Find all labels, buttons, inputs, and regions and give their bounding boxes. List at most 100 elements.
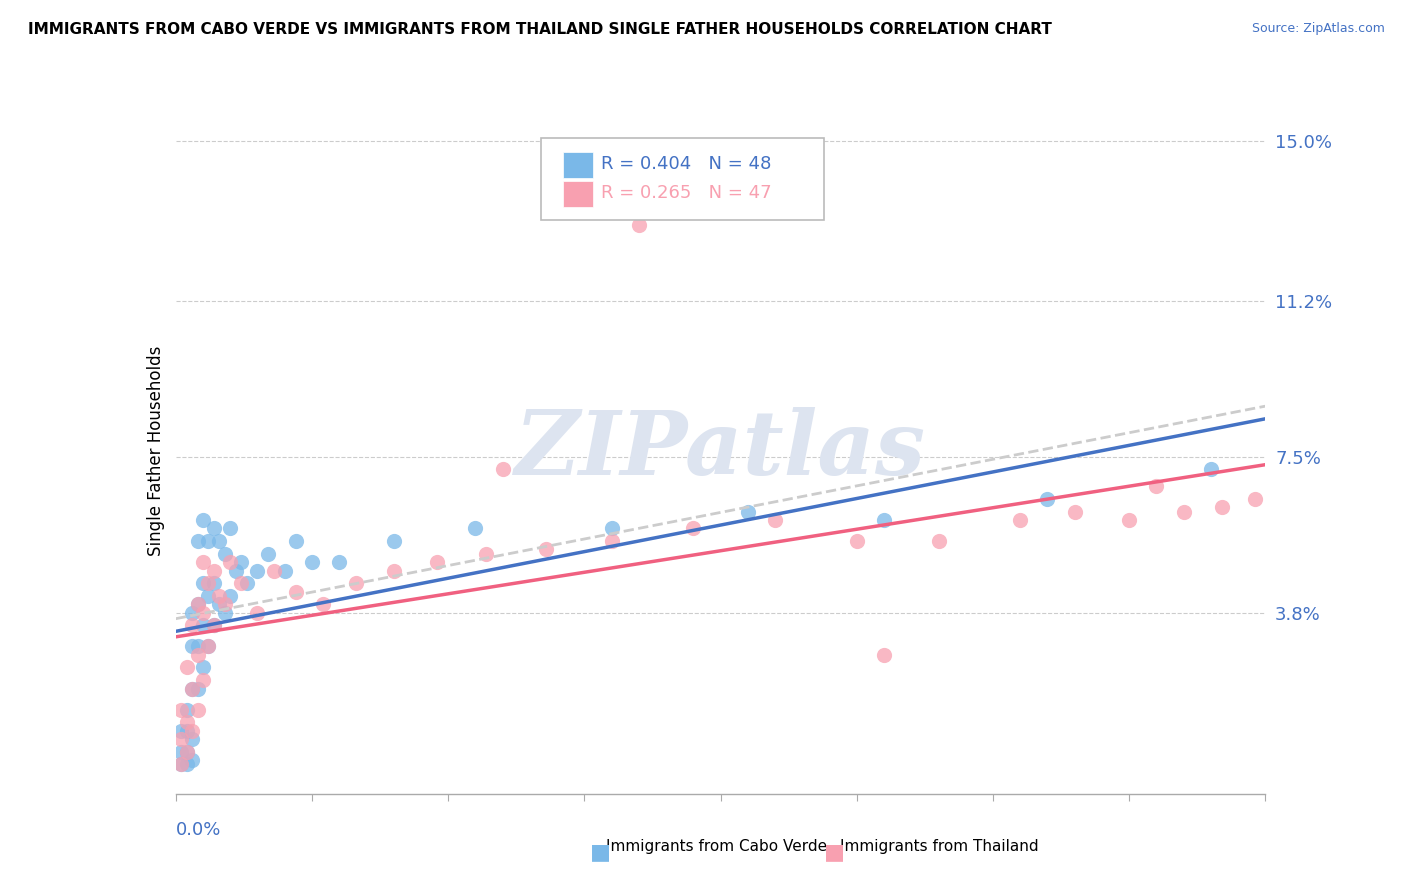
- Text: ZIPatlas: ZIPatlas: [515, 408, 927, 493]
- Point: [214, 597, 236, 611]
- Point: [186, 597, 209, 611]
- Point: [1036, 491, 1059, 506]
- Point: [170, 757, 193, 772]
- Point: [312, 597, 335, 611]
- Point: [202, 564, 225, 578]
- Text: Source: ZipAtlas.com: Source: ZipAtlas.com: [1251, 22, 1385, 36]
- Point: [186, 534, 209, 549]
- Point: [191, 555, 214, 569]
- Point: [208, 534, 231, 549]
- Point: [873, 648, 896, 662]
- Point: [231, 555, 253, 569]
- Point: [1144, 479, 1167, 493]
- Point: [1118, 513, 1140, 527]
- Point: [225, 564, 247, 578]
- Point: [492, 462, 515, 476]
- Point: [197, 640, 219, 654]
- Point: [170, 757, 193, 772]
- Point: [328, 555, 350, 569]
- Text: ■: ■: [591, 842, 610, 862]
- Point: [176, 745, 198, 759]
- Point: [176, 745, 198, 759]
- Point: [246, 564, 269, 578]
- Point: [186, 597, 209, 611]
- FancyBboxPatch shape: [541, 138, 824, 220]
- Point: [181, 753, 204, 767]
- Point: [176, 715, 198, 730]
- Point: [181, 681, 204, 696]
- Point: [219, 589, 242, 603]
- Point: [208, 589, 231, 603]
- Point: [1010, 513, 1032, 527]
- FancyBboxPatch shape: [562, 180, 593, 207]
- Point: [219, 521, 242, 535]
- Point: [274, 564, 297, 578]
- Point: [1199, 462, 1222, 476]
- Point: [170, 703, 193, 717]
- Point: [845, 534, 868, 549]
- Point: [1211, 500, 1233, 515]
- Text: R = 0.265   N = 47: R = 0.265 N = 47: [600, 184, 772, 202]
- Point: [202, 618, 225, 632]
- Point: [284, 584, 307, 599]
- Point: [534, 542, 557, 557]
- Point: [181, 723, 204, 738]
- Point: [600, 534, 623, 549]
- Point: [600, 521, 623, 535]
- Point: [186, 640, 209, 654]
- Point: [475, 547, 498, 561]
- Point: [928, 534, 950, 549]
- Point: [214, 606, 236, 620]
- Point: [186, 703, 209, 717]
- Point: [219, 555, 242, 569]
- Point: [1063, 504, 1085, 518]
- Point: [176, 757, 198, 772]
- Text: 0.0%: 0.0%: [176, 822, 221, 839]
- FancyBboxPatch shape: [562, 152, 593, 178]
- Point: [1243, 491, 1265, 506]
- Point: [1173, 504, 1195, 518]
- Point: [382, 534, 405, 549]
- Point: [426, 555, 449, 569]
- Point: [231, 576, 253, 591]
- Point: [202, 521, 225, 535]
- Point: [263, 564, 285, 578]
- Text: R = 0.404   N = 48: R = 0.404 N = 48: [600, 155, 770, 173]
- Point: [181, 640, 204, 654]
- Text: Immigrants from Thailand: Immigrants from Thailand: [841, 838, 1039, 854]
- Point: [344, 576, 367, 591]
- Point: [170, 745, 193, 759]
- Point: [284, 534, 307, 549]
- Point: [235, 576, 257, 591]
- Point: [170, 723, 193, 738]
- Point: [464, 521, 486, 535]
- Point: [202, 576, 225, 591]
- Point: [170, 732, 193, 747]
- Point: [246, 606, 269, 620]
- Point: [181, 606, 204, 620]
- Point: [181, 618, 204, 632]
- Point: [186, 681, 209, 696]
- Text: Immigrants from Cabo Verde: Immigrants from Cabo Verde: [606, 838, 827, 854]
- Y-axis label: Single Father Households: Single Father Households: [146, 345, 165, 556]
- Point: [197, 589, 219, 603]
- Point: [257, 547, 280, 561]
- Point: [191, 660, 214, 674]
- Point: [191, 673, 214, 687]
- Point: [176, 723, 198, 738]
- Point: [197, 640, 219, 654]
- Point: [176, 703, 198, 717]
- Point: [682, 521, 704, 535]
- Point: [382, 564, 405, 578]
- Point: [763, 513, 786, 527]
- Text: IMMIGRANTS FROM CABO VERDE VS IMMIGRANTS FROM THAILAND SINGLE FATHER HOUSEHOLDS : IMMIGRANTS FROM CABO VERDE VS IMMIGRANTS…: [28, 22, 1052, 37]
- Point: [208, 597, 231, 611]
- Point: [197, 534, 219, 549]
- Point: [873, 513, 896, 527]
- Point: [176, 660, 198, 674]
- Point: [627, 218, 650, 232]
- Point: [181, 732, 204, 747]
- Point: [181, 681, 204, 696]
- Point: [191, 618, 214, 632]
- Point: [191, 513, 214, 527]
